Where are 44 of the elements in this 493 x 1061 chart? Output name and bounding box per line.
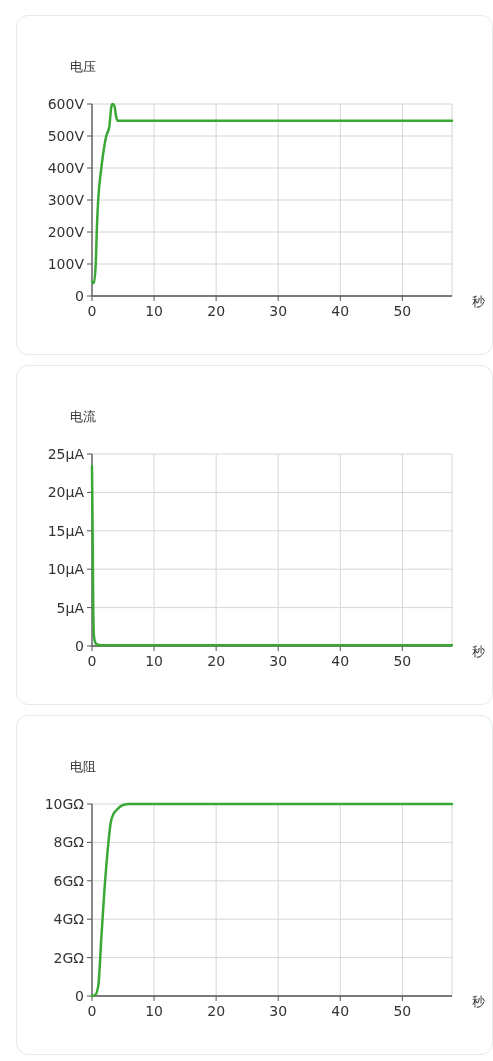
x-tick-label: 20 [207,1003,226,1019]
y-tick-label: 0 [75,638,84,654]
x-tick-label: 30 [269,1003,288,1019]
x-axis-title: 秒 [471,294,485,309]
x-tick-label: 40 [331,1003,350,1019]
y-tick-label: 200V [47,224,85,240]
y-tick-label: 10μA [47,561,85,578]
x-tick-label: 10 [145,1003,163,1019]
x-tick-label: 40 [331,303,350,319]
line-series [90,802,454,998]
y-tick-label: 500V [47,128,85,144]
x-tick-label: 0 [87,1003,97,1019]
y-tick-label: 300V [47,192,85,208]
x-tick-label: 50 [393,653,412,669]
y-tick-label: 15μA [47,522,85,539]
x-tick-label: 10 [145,303,163,319]
x-tick-label: 30 [269,303,288,319]
x-tick-label: 20 [207,653,226,669]
y-tick-label: 6GΩ [53,872,85,889]
y-axis-title: 电压 [70,59,96,74]
x-axis-title: 秒 [471,994,485,1009]
y-axis-title: 电流 [70,409,96,424]
y-tick-label: 600V [47,96,85,112]
y-tick-label: 8GΩ [53,834,85,851]
y-tick-label: 400V [47,160,85,176]
x-tick-label: 20 [207,303,226,319]
y-tick-label: 100V [47,256,85,272]
x-tick-label: 50 [393,303,412,319]
x-tick-label: 0 [87,653,97,669]
y-tick-label: 10GΩ [44,796,85,812]
y-tick-label: 4GΩ [53,911,85,928]
y-axis-title: 电阻 [70,759,96,774]
y-tick-label: 0 [75,988,84,1004]
y-tick-label: 20μA [47,484,85,501]
x-tick-label: 10 [145,653,163,669]
y-tick-label: 25μA [47,446,85,462]
x-tick-label: 50 [393,1003,412,1019]
x-tick-label: 0 [87,303,97,319]
x-axis-title: 秒 [471,644,485,659]
x-tick-label: 40 [331,653,350,669]
y-tick-label: 2GΩ [53,949,85,966]
y-tick-label: 5μA [56,599,85,616]
x-tick-label: 30 [269,653,288,669]
y-tick-label: 0 [75,288,84,304]
